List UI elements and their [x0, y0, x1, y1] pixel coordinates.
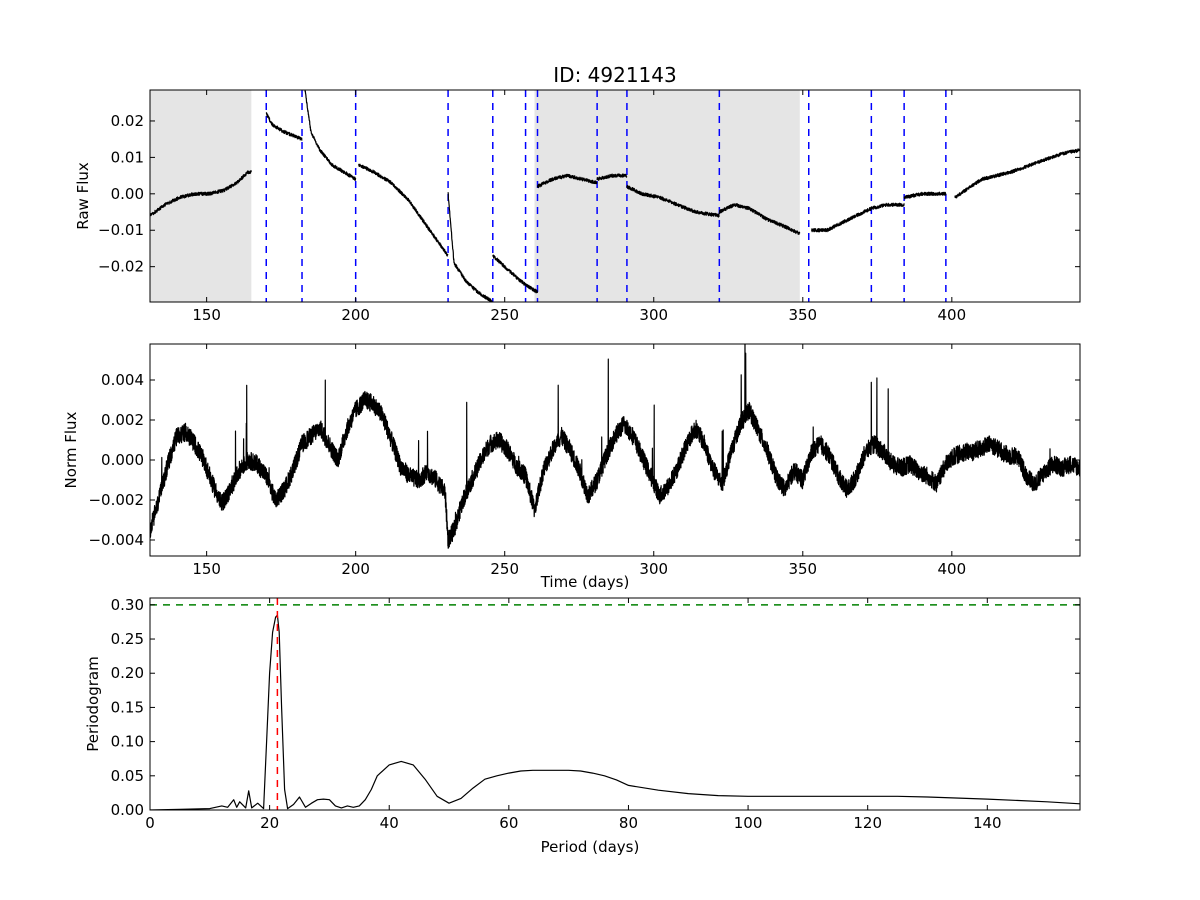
periodogram-ytick-label-6: 0.30	[111, 596, 144, 614]
periodogram-plot-area	[150, 598, 1080, 810]
raw-series-line-11	[811, 206, 872, 233]
raw-series-line-9	[626, 184, 720, 218]
norm-ytick-label-3: 0.002	[101, 411, 144, 429]
figure-title: ID: 4921143	[553, 63, 676, 87]
periodogram-xtick-label-5: 100	[734, 814, 763, 832]
norm-xtick-label-0: 150	[192, 560, 221, 578]
norm-xtick-label-5: 400	[938, 560, 967, 578]
norm-ylabel: Norm Flux	[62, 411, 80, 488]
raw-series-line-10	[718, 203, 801, 235]
periodogram-ytick-label-0: 0.00	[111, 801, 144, 819]
periodogram-xtick-label-3: 60	[499, 814, 518, 832]
periodogram-series-line-0	[150, 614, 1080, 810]
norm-xtick-label-4: 350	[788, 560, 817, 578]
periodogram-xtick-label-6: 120	[853, 814, 882, 832]
norm-ytick-label-2: 0.000	[101, 451, 144, 469]
raw-plot-area	[150, 90, 1080, 302]
raw-ylabel: Raw Flux	[74, 162, 92, 230]
periodogram-xtick-label-2: 40	[380, 814, 399, 832]
periodogram-ytick-label-5: 0.25	[111, 630, 144, 648]
raw-xtick-label-3: 300	[639, 306, 668, 324]
periodogram-xlabel: Period (days)	[541, 838, 640, 856]
periodogram-ylabel: Periodogram	[84, 656, 102, 751]
periodogram-axes-frame	[149, 597, 1081, 811]
raw-xtick-label-5: 400	[938, 306, 967, 324]
norm-axes-frame	[149, 343, 1081, 557]
raw-xtick-label-1: 200	[341, 306, 370, 324]
raw-xtick-label-0: 150	[192, 306, 221, 324]
periodogram-xtick-label-0: 0	[145, 814, 155, 832]
raw-series-line-2	[304, 90, 357, 182]
norm-xtick-label-1: 200	[341, 560, 370, 578]
norm-ytick-label-1: −0.002	[88, 491, 144, 509]
periodogram-panel: 0 20 40 60 80 100 120 140 0.00 0.05 0.10 0.15 0.20 0.…	[84, 596, 1081, 856]
raw-axes-frame	[149, 89, 1081, 303]
periodogram-ytick-label-1: 0.05	[111, 767, 144, 785]
raw-ytick-label-2: 0.00	[111, 185, 144, 203]
raw-series-line-4	[447, 192, 493, 302]
norm-plot-area	[150, 344, 1080, 549]
raw-ytick-label-4: 0.02	[111, 112, 144, 130]
norm-series-line-0	[150, 344, 1080, 549]
raw-series-line-8	[596, 173, 628, 181]
raw-series-line-5	[492, 254, 527, 286]
periodogram-xtick-label-1: 20	[260, 814, 279, 832]
raw-series-line-0	[150, 170, 252, 217]
raw-shaded-region-0	[150, 90, 252, 302]
periodogram-xtick-label-7: 140	[973, 814, 1002, 832]
raw-series-line-12	[870, 202, 905, 210]
norm-xtick-label-2: 250	[490, 560, 519, 578]
raw-series-line-14	[954, 148, 1080, 199]
norm-xlabel: Time (days)	[540, 573, 630, 591]
norm-xtick-label-3: 300	[639, 560, 668, 578]
norm-flux-panel: 150 200 250 300 350 400 −0.004 −0.002 0.000 0.002…	[62, 343, 1081, 591]
periodogram-xtick-label-4: 80	[619, 814, 638, 832]
norm-ytick-label-4: 0.004	[101, 371, 144, 389]
raw-shaded-region-1	[534, 90, 800, 302]
norm-ytick-label-0: −0.004	[88, 531, 144, 549]
periodogram-ytick-label-2: 0.10	[111, 733, 144, 751]
raw-series-line-6	[525, 283, 538, 294]
raw-xtick-label-4: 350	[788, 306, 817, 324]
raw-series-line-13	[903, 191, 947, 200]
raw-series-line-3	[358, 163, 449, 257]
raw-ytick-label-0: −0.02	[98, 258, 144, 276]
periodogram-ytick-label-3: 0.15	[111, 698, 144, 716]
raw-ytick-label-1: −0.01	[98, 221, 144, 239]
raw-series-line-1	[265, 111, 303, 141]
periodogram-ytick-label-4: 0.20	[111, 664, 144, 682]
raw-xtick-label-2: 250	[490, 306, 519, 324]
raw-ytick-label-3: 0.01	[111, 148, 144, 166]
raw-series-line-7	[536, 173, 598, 189]
raw-flux-panel: 150 200 250 300 350 400 −0.02 −0.01 0.00 0.01 0.02…	[74, 89, 1081, 324]
